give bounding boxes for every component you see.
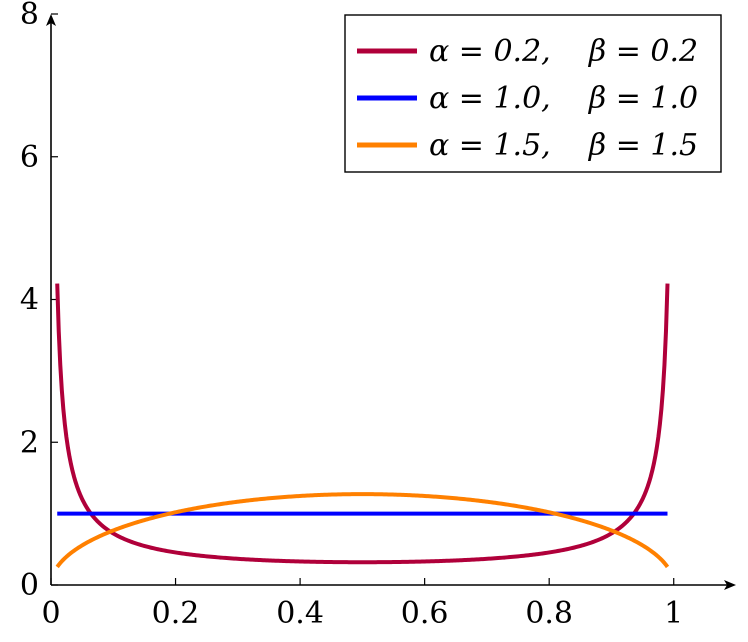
x-tick-label: 0.4 (276, 596, 324, 631)
x-axis-arrow (724, 580, 736, 590)
x-tick-label: 0.2 (152, 596, 200, 631)
series-line-3 (55, 492, 670, 569)
series-line-1 (55, 283, 670, 565)
legend: α = 0.2, β = 0.2 α = 1.0, β = 1.0 α = 1.5,… (344, 14, 722, 173)
legend-label: α = 1.5, β = 1.5 (429, 128, 698, 163)
y-tick-label: 0 (20, 568, 39, 603)
x-tick-label: 0.6 (401, 596, 449, 631)
legend-entry: α = 1.5, β = 1.5 (357, 128, 698, 163)
x-tick-label: 0 (41, 596, 60, 631)
axes: 0 0.2 0.4 0.6 0.8 1 0 2 4 6 8 (20, 0, 736, 631)
y-tick-label: 8 (20, 0, 39, 32)
legend-label: α = 1.0, β = 1.0 (429, 81, 698, 116)
y-axis-arrow (46, 14, 56, 26)
legend-box (344, 14, 722, 173)
y-tick-label: 4 (20, 283, 39, 318)
legend-entry: α = 0.2, β = 0.2 (357, 34, 698, 69)
y-tick-label: 2 (20, 425, 39, 460)
x-tick-label: 1 (664, 596, 683, 631)
x-tick-label: 0.8 (525, 596, 573, 631)
series-layer (55, 283, 670, 569)
legend-label: α = 0.2, β = 0.2 (429, 34, 698, 69)
y-tick-label: 6 (20, 140, 39, 175)
legend-entry: α = 1.0, β = 1.0 (357, 81, 698, 116)
